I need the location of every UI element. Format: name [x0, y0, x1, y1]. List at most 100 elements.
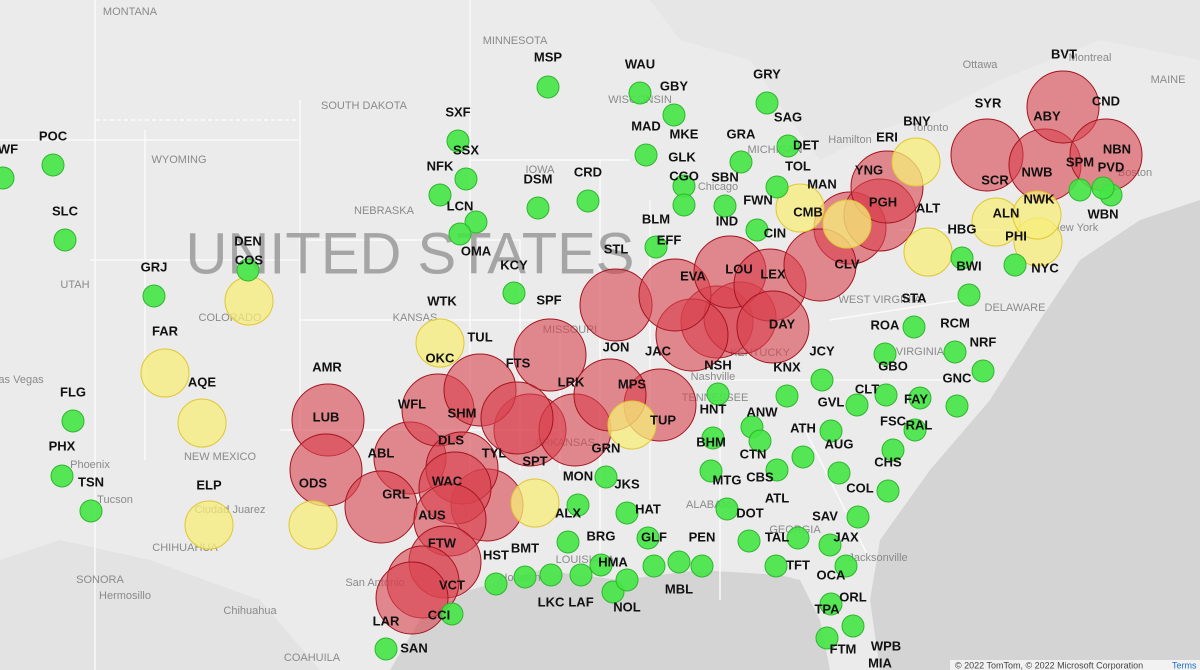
marker-circle: [1012, 190, 1062, 240]
marker-label: ATL: [765, 490, 789, 505]
marker-label: TUP: [650, 412, 676, 427]
marker-circle: [454, 167, 478, 191]
marker-label: ABY: [1033, 108, 1061, 123]
attribution-bg: [950, 660, 1200, 670]
marker-label: BRG: [587, 528, 616, 543]
marker-circle: [945, 394, 969, 418]
marker-label: VCT: [439, 577, 465, 592]
marker-circle: [636, 526, 660, 550]
marker-circle: [615, 501, 639, 525]
atlantic: [870, 200, 1200, 670]
marker-label: OKC: [426, 350, 456, 365]
marker-circle: [891, 137, 941, 187]
marker-label: HST: [483, 547, 509, 562]
marker-circle: [615, 568, 639, 592]
marker-circle: [815, 626, 839, 650]
region-label: MINNESOTA: [483, 35, 548, 47]
region-label: Ottawa: [963, 59, 999, 71]
marker-label: BWI: [956, 258, 981, 273]
marker-label: GBO: [878, 358, 908, 373]
region-label: Hermosillo: [99, 590, 151, 602]
marker-label: OCA: [817, 567, 847, 582]
marker-label: CBS: [746, 469, 774, 484]
marker-label: GVL: [818, 394, 845, 409]
marker-circle: [881, 438, 905, 462]
marker-label: TAL: [765, 529, 789, 544]
marker-circle: [50, 464, 74, 488]
marker-label: FTW: [428, 535, 457, 550]
marker-label: CLT: [855, 381, 879, 396]
marker-label: HBG: [948, 221, 977, 236]
marker-circle: [786, 526, 810, 550]
marker-circle: [464, 210, 488, 234]
region-label: Toronto: [912, 122, 949, 134]
marker-label: NSH: [704, 357, 731, 372]
marker-circle: [634, 143, 658, 167]
marker-circle: [690, 554, 714, 578]
marker-circle: [536, 75, 560, 99]
marker-circle: [61, 409, 85, 433]
marker-circle: [667, 550, 691, 574]
marker-circle: [745, 218, 769, 242]
marker-label: BVT: [1051, 46, 1077, 61]
marker-circle: [729, 150, 753, 174]
marker-circle: [827, 461, 851, 485]
marker-label: MPS: [618, 376, 647, 391]
marker-label: HAT: [635, 501, 661, 516]
marker-label: AMR: [312, 359, 342, 374]
marker-label: SAN: [400, 640, 427, 655]
marker-label: STA: [901, 290, 927, 305]
marker-label: DET: [793, 137, 819, 152]
marker-label: GRL: [382, 486, 410, 501]
marker-label: LCN: [447, 198, 474, 213]
terms-link[interactable]: Terms: [1172, 660, 1197, 670]
region-label: MONTANA: [103, 6, 158, 18]
marker-label: ALT: [916, 200, 940, 215]
marker-label: ODS: [299, 475, 328, 490]
marker-label: KNX: [773, 359, 801, 374]
marker-label: EVA: [680, 268, 706, 283]
marker-circle: [510, 478, 560, 528]
marker-circle: [642, 554, 666, 578]
region-label: Nashville: [691, 371, 736, 383]
marker-label: GRY: [753, 66, 781, 81]
marker-label: MTG: [713, 472, 742, 487]
marker-circle: [776, 134, 800, 158]
marker-label: FLG: [60, 384, 86, 399]
region-label: NEBRASKA: [354, 205, 415, 217]
region-label: DELAWARE: [985, 302, 1046, 314]
marker-label: WFL: [398, 396, 426, 411]
marker-circle: [810, 368, 834, 392]
marker-label: ORL: [839, 589, 867, 604]
marker-circle: [846, 505, 870, 529]
marker-label: WAC: [432, 473, 463, 488]
marker-circle: [415, 318, 465, 368]
marker-label: FAY: [904, 391, 928, 406]
marker-circle: [569, 563, 593, 587]
marker-label: GRA: [727, 126, 757, 141]
marker-circle: [140, 348, 190, 398]
marker-label: BLM: [642, 211, 670, 226]
marker-circle: [834, 554, 858, 578]
marker-circle: [874, 383, 898, 407]
marker-circle: [971, 359, 995, 383]
marker-circle: [480, 381, 554, 455]
marker-label: CRD: [574, 164, 602, 179]
region-label: KANSAS: [393, 312, 438, 324]
marker-label: EFF: [657, 232, 682, 247]
marker-label: ABL: [368, 445, 395, 460]
marker-label: SLC: [52, 203, 79, 218]
marker-circle: [576, 189, 600, 213]
marker-label: STL: [604, 241, 629, 256]
marker-circle: [672, 193, 696, 217]
marker-label: NFK: [427, 158, 454, 173]
marker-label: NRF: [970, 334, 997, 349]
marker-label: FSC: [880, 413, 907, 428]
marker-circle: [526, 196, 550, 220]
attribution: © 2022 TomTom, © 2022 Microsoft Corporat…: [955, 660, 1143, 670]
marker-label: HMA: [598, 554, 628, 569]
marker-label: AUS: [418, 507, 446, 522]
marker-label: CMB: [793, 204, 823, 219]
region-label: WEST VIRGINIA: [839, 294, 923, 306]
marker-label: FWN: [743, 192, 773, 207]
